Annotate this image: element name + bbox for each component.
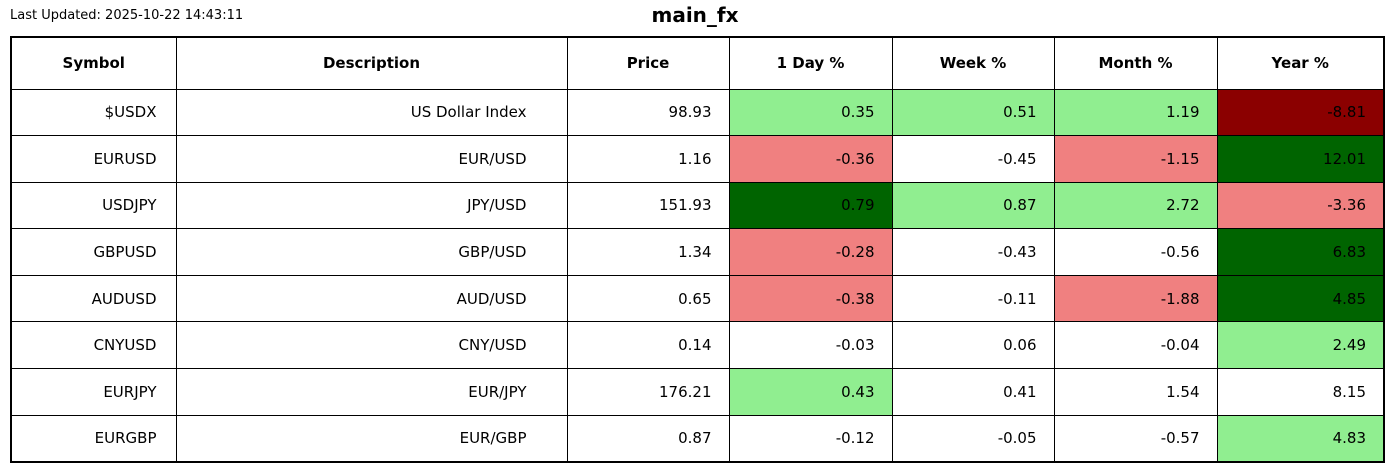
- page-title: main_fx: [651, 3, 739, 27]
- day-change-cell: -0.28: [728, 228, 893, 276]
- week-change-cell: 0.87: [891, 181, 1055, 230]
- description-cell: JPY/USD: [175, 181, 568, 230]
- table-row: AUDUSD AUD/USD 0.65 -0.38 -0.11 -1.88 4.…: [10, 274, 1385, 323]
- symbol-cell: GBPUSD: [10, 228, 177, 276]
- day-change-cell: 0.79: [728, 181, 893, 230]
- column-header-year: Year %: [1216, 36, 1385, 90]
- month-change-cell: -1.88: [1053, 274, 1218, 323]
- month-change-cell: 2.72: [1053, 181, 1218, 230]
- table-row: $USDX US Dollar Index 98.93 0.35 0.51 1.…: [10, 88, 1385, 137]
- price-cell: 1.16: [566, 135, 730, 183]
- year-change-cell: 2.49: [1216, 321, 1385, 370]
- year-change-cell: -8.81: [1216, 88, 1385, 137]
- column-header-1day: 1 Day %: [728, 36, 893, 90]
- symbol-cell: EURUSD: [10, 135, 177, 183]
- week-change-cell: -0.11: [891, 274, 1055, 323]
- description-cell: US Dollar Index: [175, 88, 568, 137]
- table-row: EURUSD EUR/USD 1.16 -0.36 -0.45 -1.15 12…: [10, 135, 1385, 183]
- week-change-cell: 0.06: [891, 321, 1055, 370]
- symbol-cell: USDJPY: [10, 181, 177, 230]
- week-change-cell: 0.41: [891, 368, 1055, 416]
- week-change-cell: -0.05: [891, 414, 1055, 463]
- week-change-cell: 0.51: [891, 88, 1055, 137]
- fx-table: Symbol Description Price 1 Day % Week % …: [10, 36, 1385, 463]
- table-row: EURGBP EUR/GBP 0.87 -0.12 -0.05 -0.57 4.…: [10, 414, 1385, 463]
- price-cell: 151.93: [566, 181, 730, 230]
- year-change-cell: -3.36: [1216, 181, 1385, 230]
- year-change-cell: 4.83: [1216, 414, 1385, 463]
- price-cell: 0.14: [566, 321, 730, 370]
- description-cell: CNY/USD: [175, 321, 568, 370]
- day-change-cell: 0.43: [728, 368, 893, 416]
- symbol-cell: EURGBP: [10, 414, 177, 463]
- month-change-cell: 1.19: [1053, 88, 1218, 137]
- day-change-cell: -0.03: [728, 321, 893, 370]
- symbol-cell: $USDX: [10, 88, 177, 137]
- month-change-cell: -0.57: [1053, 414, 1218, 463]
- symbol-cell: CNYUSD: [10, 321, 177, 370]
- description-cell: EUR/USD: [175, 135, 568, 183]
- month-change-cell: -0.56: [1053, 228, 1218, 276]
- price-cell: 98.93: [566, 88, 730, 137]
- week-change-cell: -0.45: [891, 135, 1055, 183]
- description-cell: EUR/JPY: [175, 368, 568, 416]
- month-change-cell: -0.04: [1053, 321, 1218, 370]
- column-header-month: Month %: [1053, 36, 1218, 90]
- year-change-cell: 12.01: [1216, 135, 1385, 183]
- table-row: USDJPY JPY/USD 151.93 0.79 0.87 2.72 -3.…: [10, 181, 1385, 230]
- table-row: EURJPY EUR/JPY 176.21 0.43 0.41 1.54 8.1…: [10, 368, 1385, 416]
- month-change-cell: 1.54: [1053, 368, 1218, 416]
- column-header-week: Week %: [891, 36, 1055, 90]
- table-row: GBPUSD GBP/USD 1.34 -0.28 -0.43 -0.56 6.…: [10, 228, 1385, 276]
- symbol-cell: AUDUSD: [10, 274, 177, 323]
- description-cell: GBP/USD: [175, 228, 568, 276]
- price-cell: 1.34: [566, 228, 730, 276]
- day-change-cell: -0.12: [728, 414, 893, 463]
- column-header-symbol: Symbol: [10, 36, 177, 90]
- day-change-cell: -0.36: [728, 135, 893, 183]
- year-change-cell: 6.83: [1216, 228, 1385, 276]
- last-updated-text: Last Updated: 2025-10-22 14:43:11: [10, 8, 244, 23]
- year-change-cell: 4.85: [1216, 274, 1385, 323]
- header-row: Symbol Description Price 1 Day % Week % …: [10, 36, 1385, 90]
- symbol-cell: EURJPY: [10, 368, 177, 416]
- day-change-cell: -0.38: [728, 274, 893, 323]
- day-change-cell: 0.35: [728, 88, 893, 137]
- price-cell: 0.87: [566, 414, 730, 463]
- price-cell: 0.65: [566, 274, 730, 323]
- year-change-cell: 8.15: [1216, 368, 1385, 416]
- description-cell: AUD/USD: [175, 274, 568, 323]
- month-change-cell: -1.15: [1053, 135, 1218, 183]
- week-change-cell: -0.43: [891, 228, 1055, 276]
- column-header-description: Description: [175, 36, 568, 90]
- description-cell: EUR/GBP: [175, 414, 568, 463]
- table-row: CNYUSD CNY/USD 0.14 -0.03 0.06 -0.04 2.4…: [10, 321, 1385, 370]
- price-cell: 176.21: [566, 368, 730, 416]
- column-header-price: Price: [566, 36, 730, 90]
